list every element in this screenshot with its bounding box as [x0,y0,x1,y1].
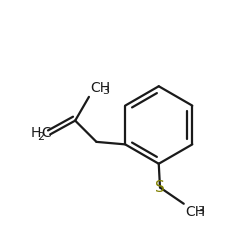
Text: 3: 3 [102,86,109,97]
Text: CH: CH [90,81,110,95]
Text: C: C [41,126,51,140]
Text: 2: 2 [37,132,44,142]
Text: 3: 3 [197,206,204,216]
Text: CH: CH [185,205,205,219]
Text: H: H [30,126,40,140]
Text: S: S [155,180,165,195]
